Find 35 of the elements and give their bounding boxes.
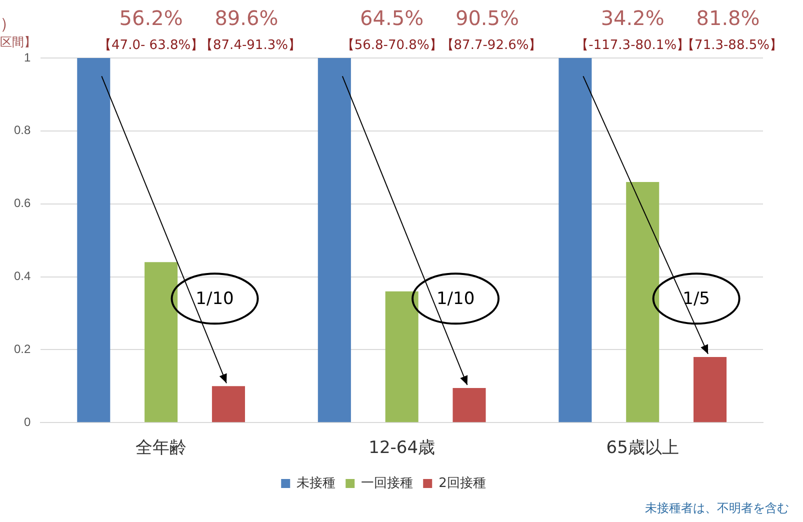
bar: [452, 388, 486, 422]
bar: [626, 182, 660, 422]
bar: [144, 262, 178, 422]
x-tick-label: 65歳以上: [606, 438, 679, 458]
y-tick-label: 0.4: [14, 269, 31, 284]
annotation: 1/5: [682, 288, 710, 309]
y-tick-label: 0.6: [14, 196, 31, 210]
y-tick-label: 0.2: [14, 342, 31, 356]
text: 56.2%: [119, 6, 183, 30]
text: ）: [0, 14, 16, 35]
text: 未接種者は、不明者を含む: [645, 500, 789, 517]
y-tick-label: 1: [24, 50, 31, 64]
bar: [77, 58, 110, 422]
legend-label: 2回接種: [438, 476, 486, 491]
bar: [212, 386, 245, 422]
text: 【56.8-70.8%】: [341, 37, 442, 54]
text: 【87.7-92.6%】: [440, 37, 542, 54]
bar: [694, 356, 727, 422]
y-tick-label: 0.8: [14, 123, 31, 138]
y-tick-label: 0: [24, 414, 31, 429]
bar: [318, 58, 351, 422]
x-tick-label: 全年齢: [136, 438, 187, 458]
bar: [385, 291, 418, 422]
text: 区間】: [0, 34, 36, 51]
text: 64.5%: [360, 6, 424, 30]
legend-label: 未接種: [296, 476, 336, 491]
text: 81.8%: [696, 6, 760, 30]
annotation: 1/10: [436, 288, 475, 309]
text: 89.6%: [214, 6, 278, 30]
text: 34.2%: [600, 6, 664, 30]
annotation: 1/10: [196, 288, 234, 309]
legend-label: 一回接種: [361, 476, 414, 491]
x-tick-label: 12-64歳: [368, 438, 436, 458]
text: 90.5%: [455, 6, 520, 30]
bar: [558, 58, 592, 422]
